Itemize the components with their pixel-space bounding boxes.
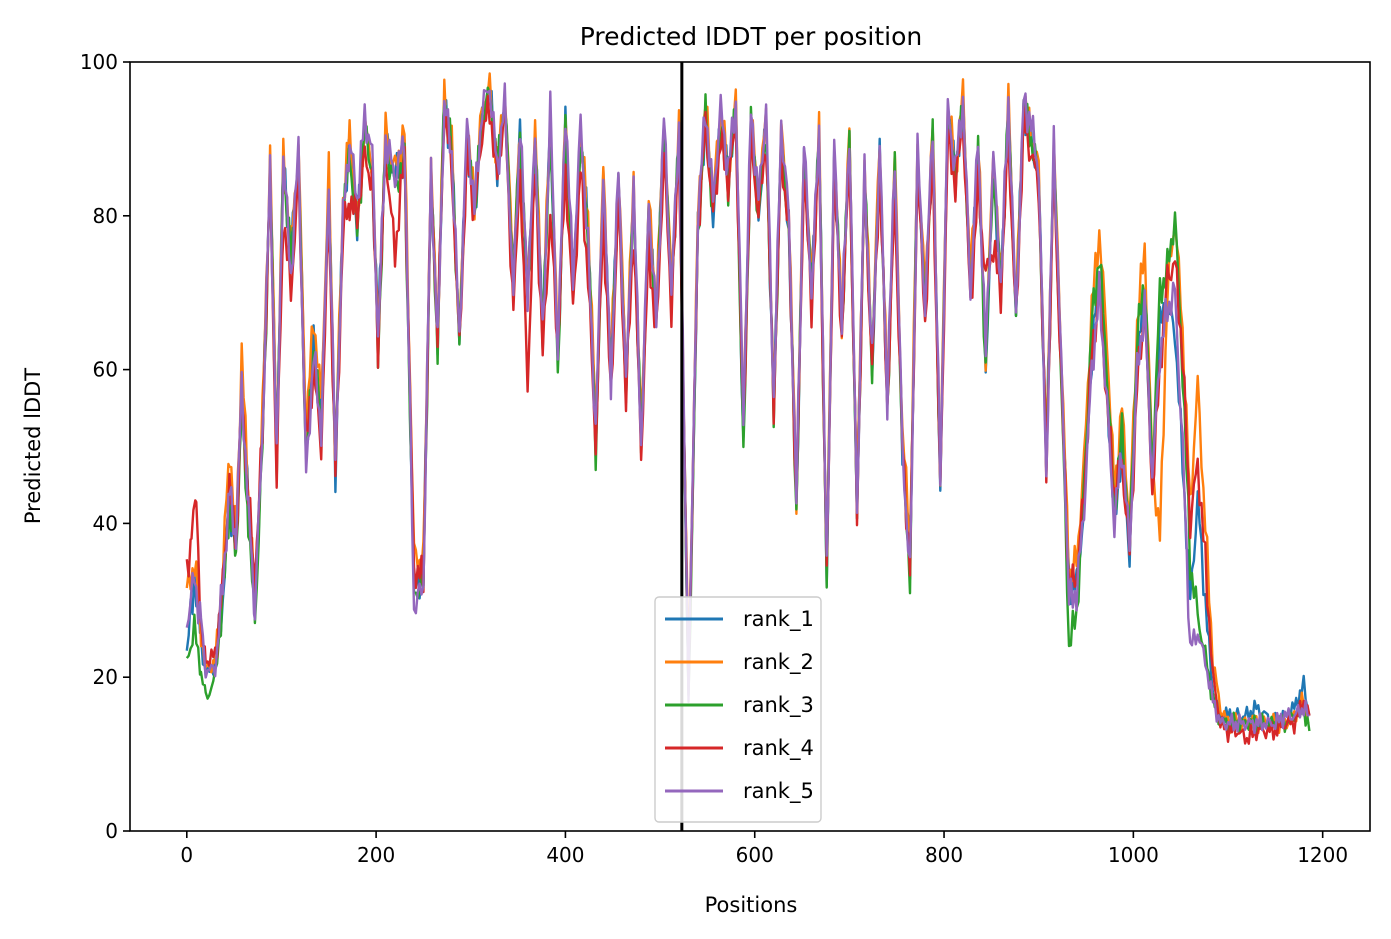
x-tick-label: 400 <box>546 843 584 867</box>
y-tick-label: 80 <box>93 204 118 228</box>
plot-frame <box>129 61 1371 832</box>
y-tick-label: 60 <box>93 358 118 382</box>
legend-label-rank_2: rank_2 <box>743 650 814 675</box>
x-tick-label: 1200 <box>1297 843 1348 867</box>
legend-label-rank_4: rank_4 <box>743 736 814 761</box>
x-tick-label: 800 <box>925 843 963 867</box>
x-tick-label: 200 <box>357 843 395 867</box>
legend-label-rank_1: rank_1 <box>743 607 814 632</box>
series-layer <box>185 72 1311 745</box>
y-tick-label: 100 <box>80 50 118 74</box>
x-tick-label: 1000 <box>1108 843 1159 867</box>
x-tick-label: 0 <box>180 843 193 867</box>
series-line-rank_5 <box>185 82 1310 735</box>
y-tick-label: 20 <box>93 665 118 689</box>
x-axis: 0 200 400 600 800 1000 1200 <box>180 831 1348 867</box>
legend-box <box>654 596 822 823</box>
chart-title: Predicted lDDT per position <box>580 22 922 51</box>
x-axis-label: Positions <box>705 893 798 917</box>
y-tick-label: 0 <box>105 819 118 843</box>
y-axis-label: Predicted lDDT <box>21 368 45 524</box>
legend-label-rank_5: rank_5 <box>743 779 814 804</box>
y-tick-label: 40 <box>93 511 118 535</box>
x-tick-label: 600 <box>736 843 774 867</box>
legend: rank_1 rank_2 rank_3 rank_4 rank_5 <box>654 596 822 823</box>
legend-label-rank_3: rank_3 <box>743 693 814 718</box>
y-axis: 0 20 40 60 80 100 <box>80 50 130 843</box>
